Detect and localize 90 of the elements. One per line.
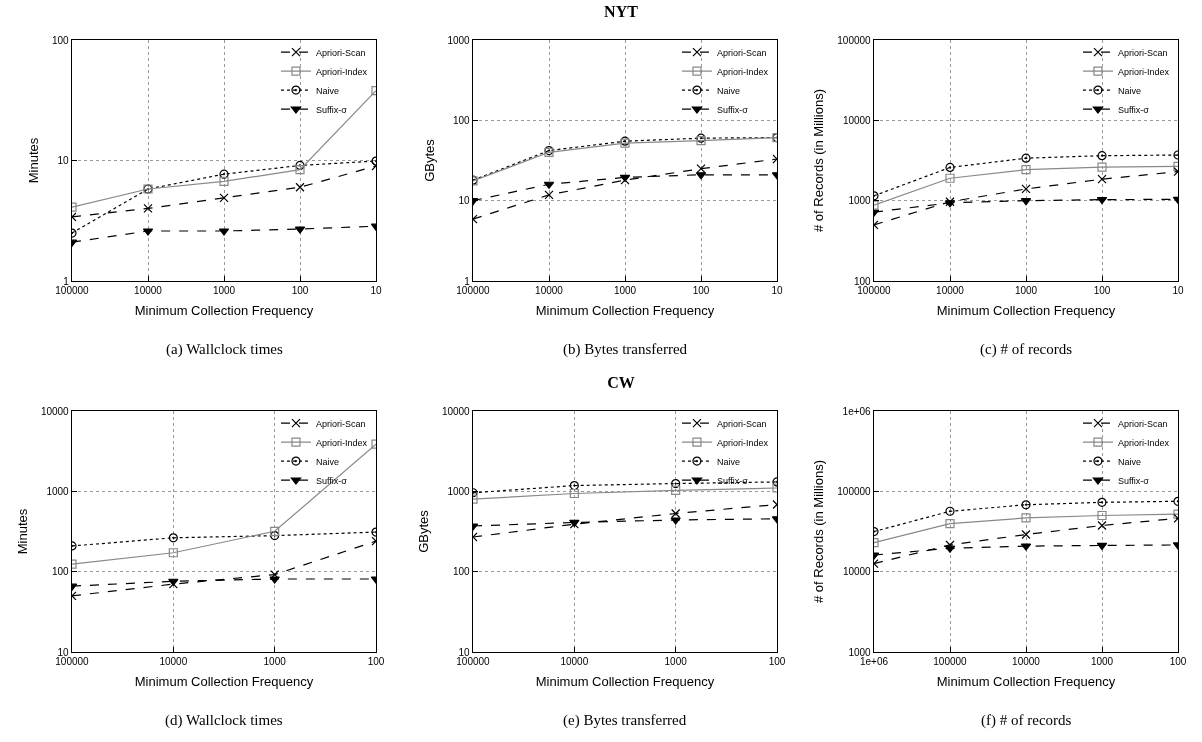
x-tick-label: 100 xyxy=(692,285,710,297)
y-tick-label: 1000 xyxy=(447,485,471,497)
y-tick-label: 100 xyxy=(52,566,70,578)
y-axis-title: GBytes xyxy=(415,509,431,553)
y-tick-label: 100000 xyxy=(837,485,872,497)
x-tick-label: 100 xyxy=(1169,656,1187,668)
y-tick-label: 10000 xyxy=(441,405,471,417)
legend-label: Apriori-Scan xyxy=(315,418,366,429)
x-axis-title: Minimum Collection Frequency xyxy=(535,673,715,689)
legend-label: Apriori-Scan xyxy=(1117,47,1168,58)
legend-label: Apriori-Scan xyxy=(1117,418,1168,429)
legend-label: Apriori-Index xyxy=(1117,66,1170,77)
y-tick-label: 1000 xyxy=(447,34,471,46)
legend-label: Suffix-σ xyxy=(1117,475,1150,486)
x-axis-title: Minimum Collection Frequency xyxy=(134,302,314,318)
legend-label: Naive xyxy=(716,85,740,96)
y-tick-label: 1000 xyxy=(848,195,872,207)
y-tick-label: 100 xyxy=(854,275,872,287)
x-tick-label: 10000 xyxy=(936,285,965,297)
x-tick-label: 100 xyxy=(367,656,385,668)
y-tick-label: 10000 xyxy=(842,566,872,578)
legend-label: Naive xyxy=(716,456,740,467)
text: (f) # of records xyxy=(981,712,1072,729)
y-tick-label: 10 xyxy=(458,646,471,658)
x-tick-label: 100 xyxy=(768,656,786,668)
y-axis-title: Minutes xyxy=(14,508,30,555)
y-tick-label: 10 xyxy=(458,195,471,207)
y-tick-label: 100 xyxy=(453,566,471,578)
legend-label: Suffix-σ xyxy=(315,104,348,115)
legend-label: Apriori-Index xyxy=(716,66,769,77)
x-tick-label: 100 xyxy=(291,285,309,297)
legend-label: Suffix-σ xyxy=(315,475,348,486)
legend-label: Suffix-σ xyxy=(716,104,749,115)
chart-title: CW xyxy=(607,373,635,391)
x-axis-title: Minimum Collection Frequency xyxy=(535,302,715,318)
y-tick-label: 1e+06 xyxy=(842,405,872,417)
text: (e) Bytes transferred xyxy=(563,712,687,729)
y-tick-label: 10000 xyxy=(842,114,872,126)
y-tick-label: 100 xyxy=(52,34,70,46)
y-tick-label: 1000 xyxy=(46,485,70,497)
text: (b) Bytes transferred xyxy=(563,341,688,358)
x-tick-label: 1000 xyxy=(664,656,688,668)
x-tick-label: 1e+06 xyxy=(859,656,889,668)
x-tick-label: 100 xyxy=(1093,285,1111,297)
legend-label: Naive xyxy=(1117,456,1141,467)
legend-label: Suffix-σ xyxy=(1117,104,1150,115)
y-tick-label: 10000 xyxy=(40,405,70,417)
chart-title: NYT xyxy=(604,2,639,20)
text: (c) # of records xyxy=(980,341,1073,358)
legend-label: Apriori-Scan xyxy=(716,418,767,429)
x-tick-label: 10000 xyxy=(1012,656,1041,668)
x-tick-label: 1000 xyxy=(1014,285,1038,297)
y-tick-label: 1 xyxy=(63,275,70,287)
x-tick-label: 10000 xyxy=(535,285,564,297)
x-tick-label: 10 xyxy=(771,285,783,297)
x-tick-label: 10 xyxy=(1172,285,1184,297)
y-tick-label: 1000 xyxy=(848,646,872,658)
legend-label: Apriori-Index xyxy=(315,66,368,77)
legend-label: Apriori-Index xyxy=(1117,437,1170,448)
legend-label: Apriori-Scan xyxy=(716,47,767,58)
y-tick-label: 1 xyxy=(464,275,471,287)
x-tick-label: 100000 xyxy=(857,285,892,297)
legend-label: Apriori-Scan xyxy=(315,47,366,58)
y-tick-label: 10 xyxy=(57,155,70,166)
legend-label: Apriori-Index xyxy=(716,437,769,448)
legend-label: Naive xyxy=(1117,85,1141,96)
y-axis-title: # of Records (in Millions) xyxy=(811,88,827,233)
text: (d) Wallclock times xyxy=(165,712,283,729)
x-tick-label: 1000 xyxy=(212,285,236,297)
text: (a) Wallclock times xyxy=(166,341,283,358)
x-tick-label: 10000 xyxy=(159,656,188,668)
legend-label: Naive xyxy=(315,85,339,96)
y-axis-title: Minutes xyxy=(26,137,42,184)
x-axis-title: Minimum Collection Frequency xyxy=(134,673,314,689)
y-axis-title: GBytes xyxy=(421,138,437,182)
x-tick-label: 1000 xyxy=(263,656,287,668)
y-tick-label: 100000 xyxy=(837,34,872,46)
y-axis-title: # of Records (in Millions) xyxy=(811,459,827,604)
x-tick-label: 10 xyxy=(370,285,382,297)
x-tick-label: 10000 xyxy=(560,656,589,668)
x-tick-label: 1000 xyxy=(613,285,637,297)
x-tick-label: 10000 xyxy=(134,285,163,297)
y-tick-label: 10 xyxy=(57,646,70,658)
x-axis-title: Minimum Collection Frequency xyxy=(936,302,1116,318)
y-tick-label: 100 xyxy=(453,114,471,126)
x-tick-label: 1000 xyxy=(1090,656,1114,668)
x-tick-label: 100000 xyxy=(933,656,968,668)
legend-label: Naive xyxy=(315,456,339,467)
legend-label: Apriori-Index xyxy=(315,437,368,448)
x-axis-title: Minimum Collection Frequency xyxy=(936,673,1116,689)
